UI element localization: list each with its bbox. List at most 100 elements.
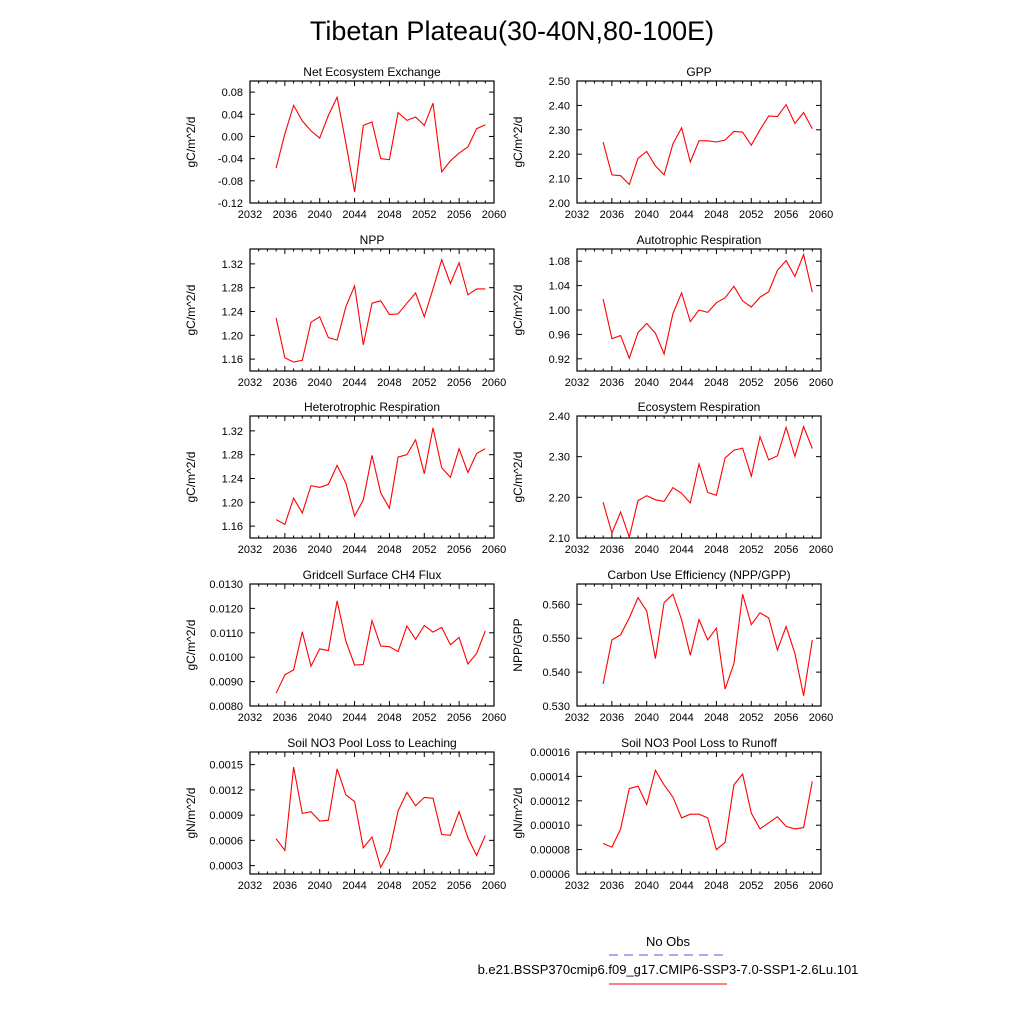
y-tick-label: 1.00 (549, 305, 570, 317)
y-tick-label: 0.92 (549, 354, 570, 366)
panel-7: Carbon Use Efficiency (NPP/GPP) NPP/GPP 20… (511, 568, 833, 724)
x-tick-label: 2052 (412, 377, 436, 389)
x-tick-label: 2056 (774, 712, 798, 724)
y-tick-label: 0.0015 (209, 760, 243, 772)
panel-4: Heterotrophic Respiration gC/m^2/d 2032 203… (184, 400, 506, 556)
x-tick-label: 2044 (669, 209, 693, 221)
y-tick-label: 0.0003 (209, 861, 243, 873)
x-tick-label: 2032 (565, 880, 589, 892)
x-tick-label: 2040 (634, 712, 658, 724)
y-tick-label: 1.24 (222, 473, 243, 485)
y-tick-label: 0.04 (222, 109, 243, 121)
x-tick-label: 2056 (447, 209, 471, 221)
series-line (275, 766, 486, 869)
y-tick-label: 2.00 (549, 198, 570, 210)
panel-2: NPP gC/m^2/d 2032 2036 2040 2044 2048 2052 2056 2… (184, 233, 506, 389)
panel-title: Heterotrophic Respiration (304, 400, 440, 414)
x-tick-label: 2048 (704, 880, 728, 892)
x-tick-label: 2032 (565, 377, 589, 389)
plot-frame (576, 583, 822, 707)
y-tick-label: 1.20 (222, 497, 243, 509)
x-tick-label: 2040 (307, 377, 331, 389)
legend-label-model-run: b.e21.BSSP370cmip6.f09_g17.CMIP6-SSP3-7.… (478, 962, 859, 977)
y-tick-label: 0.540 (542, 667, 570, 679)
y-tick-label: 1.16 (222, 521, 243, 533)
x-tick-label: 2044 (669, 544, 693, 556)
y-tick-label: 0.0006 (209, 835, 243, 847)
x-tick-label: 2040 (307, 712, 331, 724)
y-tick-label: 0.0009 (209, 810, 243, 822)
x-tick-label: 2056 (774, 880, 798, 892)
x-tick-label: 2036 (273, 712, 297, 724)
series-line (275, 257, 486, 363)
y-tick-label: 0.08 (222, 87, 243, 99)
legend-label-no-obs: No Obs (646, 934, 691, 949)
x-tick-label: 2032 (238, 209, 262, 221)
x-tick-label: 2056 (447, 544, 471, 556)
panels: Net Ecosystem Exchange gC/m^2/d 2032 2036 20… (184, 65, 833, 892)
x-tick-label: 2040 (307, 880, 331, 892)
x-tick-label: 2040 (307, 544, 331, 556)
x-tick-label: 2036 (273, 880, 297, 892)
x-tick-label: 2048 (377, 209, 401, 221)
x-tick-label: 2048 (704, 209, 728, 221)
series-line (602, 593, 813, 696)
y-tick-label: 0.00016 (530, 747, 570, 759)
y-axis-label: gC/m^2/d (511, 452, 525, 503)
x-tick-label: 2036 (273, 544, 297, 556)
plot-frame (249, 583, 495, 707)
x-tick-label: 2032 (238, 544, 262, 556)
x-tick-label: 2036 (273, 377, 297, 389)
x-tick-label: 2048 (704, 377, 728, 389)
y-tick-label: 0.00008 (530, 845, 570, 857)
x-tick-label: 2044 (669, 880, 693, 892)
panel-6: Gridcell Surface CH4 Flux gC/m^2/d 2032 203… (184, 568, 506, 724)
y-tick-label: 2.30 (549, 125, 570, 137)
x-tick-label: 2060 (809, 209, 833, 221)
plot-frame (249, 751, 495, 875)
y-tick-label: 1.28 (222, 450, 243, 462)
y-tick-label: 2.10 (549, 174, 570, 186)
x-tick-label: 2060 (809, 377, 833, 389)
y-tick-label: 0.0110 (210, 628, 243, 640)
x-tick-label: 2060 (809, 880, 833, 892)
y-tick-label: 1.32 (222, 259, 243, 271)
x-tick-label: 2040 (307, 209, 331, 221)
x-tick-label: 2032 (238, 377, 262, 389)
x-tick-label: 2056 (774, 544, 798, 556)
x-tick-label: 2056 (774, 209, 798, 221)
x-tick-label: 2044 (342, 880, 366, 892)
y-tick-label: 0.0120 (209, 603, 243, 615)
series-line (602, 768, 813, 851)
y-tick-label: 0.0100 (209, 652, 243, 664)
legend: No Obs b.e21.BSSP370cmip6.f09_g17.CMIP6-… (478, 934, 859, 985)
y-tick-label: -0.08 (218, 176, 243, 188)
x-tick-label: 2056 (447, 880, 471, 892)
panel-3: Autotrophic Respiration gC/m^2/d 2032 2036 2… (511, 233, 833, 389)
x-tick-label: 2060 (482, 209, 506, 221)
panel-title: Soil NO3 Pool Loss to Leaching (287, 736, 456, 750)
series-line (275, 427, 486, 526)
x-tick-label: 2056 (447, 377, 471, 389)
x-tick-label: 2052 (739, 209, 763, 221)
panel-title: Net Ecosystem Exchange (303, 65, 441, 79)
x-tick-label: 2044 (342, 209, 366, 221)
x-tick-label: 2052 (412, 209, 436, 221)
x-tick-label: 2060 (809, 544, 833, 556)
y-tick-label: -0.12 (218, 198, 243, 210)
x-tick-label: 2040 (634, 377, 658, 389)
x-tick-label: 2044 (669, 712, 693, 724)
x-tick-label: 2052 (739, 880, 763, 892)
y-tick-label: 0.550 (542, 633, 570, 645)
x-tick-label: 2056 (774, 377, 798, 389)
y-tick-label: 2.30 (549, 452, 570, 464)
y-axis-label: gC/m^2/d (511, 285, 525, 336)
y-axis-label: gN/m^2/d (511, 788, 525, 839)
x-tick-label: 2036 (273, 209, 297, 221)
y-tick-label: 0.530 (542, 701, 570, 713)
series-line (275, 95, 486, 192)
y-tick-label: 0.00 (222, 131, 243, 143)
x-tick-label: 2048 (377, 880, 401, 892)
y-axis-label: gC/m^2/d (511, 117, 525, 168)
